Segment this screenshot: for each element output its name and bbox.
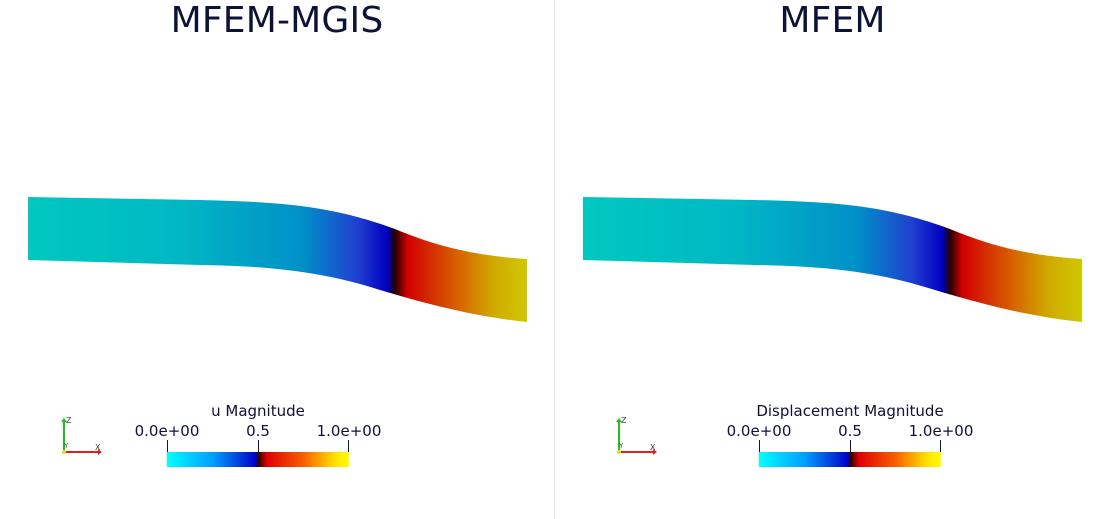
colorbar-title: u Magnitude (211, 402, 305, 420)
orientation-axes: Z Y X (58, 414, 106, 462)
render-view-left[interactable]: MFEM-MGIS (0, 0, 555, 519)
colorbar-mid-label: 0.5 (838, 422, 862, 440)
axis-x-label: X (650, 443, 656, 452)
colorbar-tick (167, 440, 168, 452)
colorbar-gradient (759, 452, 941, 467)
colorbar-min-label: 0.0e+00 (726, 422, 792, 440)
colorbar-tick (940, 440, 941, 452)
axis-z-label: Z (621, 416, 627, 425)
beam-mesh (583, 197, 1082, 322)
scalar-colorbar[interactable]: Displacement Magnitude 0.0e+00 0.5 1.0e+… (727, 400, 1007, 480)
colorbar-tick (850, 440, 851, 452)
axis-y-label: Y (63, 442, 69, 450)
beam-mesh (28, 197, 527, 322)
axis-z-label: Z (66, 416, 72, 425)
colorbar-max-label: 1.0e+00 (908, 422, 974, 440)
colorbar-max-label: 1.0e+00 (316, 422, 382, 440)
colorbar-tick (348, 440, 349, 452)
axis-x-label: X (95, 443, 101, 452)
colorbar-min-label: 0.0e+00 (134, 422, 200, 440)
axis-y-label: Y (618, 442, 624, 450)
colorbar-gradient (167, 452, 349, 467)
pane-title: MFEM-MGIS (170, 0, 384, 41)
colorbar-tick (258, 440, 259, 452)
colorbar-mid-label: 0.5 (246, 422, 270, 440)
colorbar-tick (759, 440, 760, 452)
orientation-axes: Z Y X (613, 414, 661, 462)
pane-title: MFEM (779, 0, 886, 41)
scalar-colorbar[interactable]: u Magnitude 0.0e+00 0.5 1.0e+00 (135, 400, 415, 480)
colorbar-title: Displacement Magnitude (756, 402, 944, 420)
render-view-right[interactable]: MFEM (555, 0, 1110, 519)
